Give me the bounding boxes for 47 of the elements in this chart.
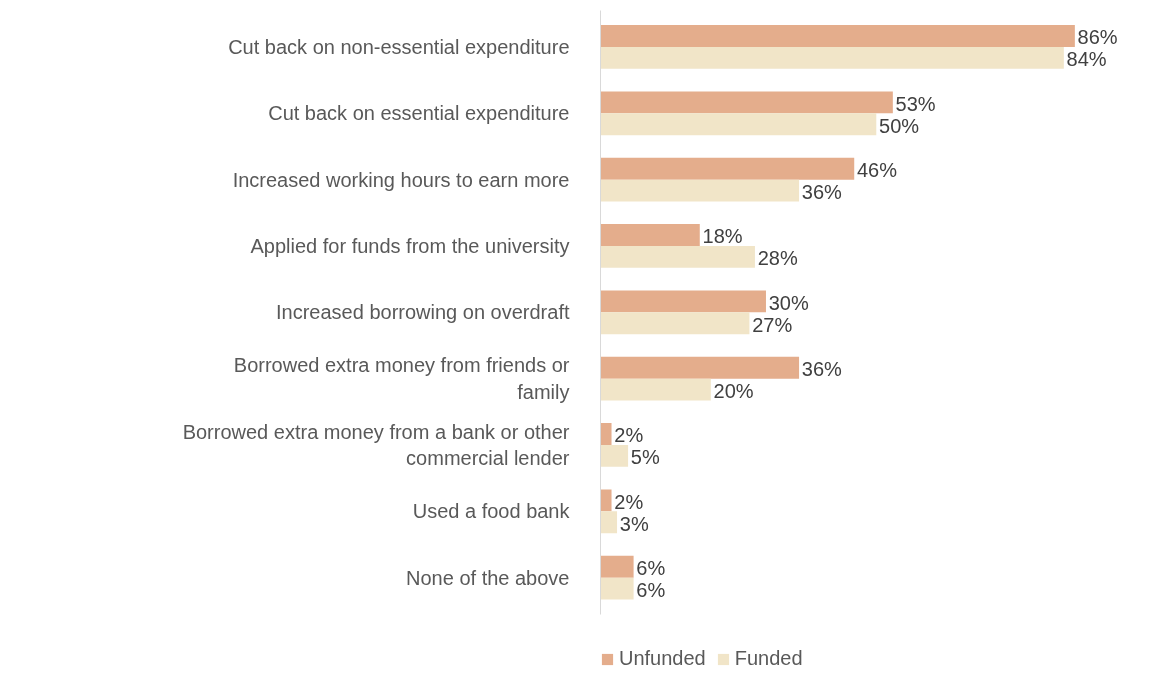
data-label: 50% xyxy=(879,114,920,137)
bar xyxy=(600,356,800,379)
data-label: 2% xyxy=(614,424,644,447)
bar xyxy=(600,91,893,114)
y-tick-label: Cut back on essential expenditure xyxy=(268,102,570,125)
legend-label: Unfunded xyxy=(619,647,706,670)
bar xyxy=(600,46,1064,69)
bar xyxy=(600,312,750,335)
data-label: 27% xyxy=(752,313,793,336)
bar xyxy=(600,290,766,313)
bar xyxy=(600,179,800,202)
y-tick-label: None of the above xyxy=(406,566,570,589)
bar xyxy=(600,113,877,136)
bar xyxy=(600,245,755,268)
data-label: 53% xyxy=(895,92,936,115)
y-tick-label: Borrowed extra money from friends or family xyxy=(233,354,570,403)
data-label: 28% xyxy=(757,247,798,270)
y-tick-label: Increased working hours to earn more xyxy=(232,168,570,191)
data-label: 6% xyxy=(636,578,666,601)
legend-label: Funded xyxy=(734,647,803,670)
data-label: 30% xyxy=(768,291,809,314)
data-label: 18% xyxy=(702,225,743,248)
y-tick-label: Applied for funds from the university xyxy=(250,234,570,257)
y-tick-label: Borrowed extra money from a bank or other commercial lender xyxy=(182,420,570,470)
bar xyxy=(600,157,855,180)
data-label: 84% xyxy=(1066,48,1107,71)
data-label: 86% xyxy=(1077,26,1118,49)
bar xyxy=(600,444,629,467)
data-label: 36% xyxy=(801,180,843,203)
data-label: 46% xyxy=(856,159,898,182)
data-label: 5% xyxy=(630,446,660,469)
bar xyxy=(600,224,700,246)
y-tick-label: Cut back on non-essential expenditure xyxy=(228,35,570,58)
data-label: 20% xyxy=(713,379,754,402)
bar xyxy=(600,378,711,401)
bar xyxy=(600,489,612,512)
bar xyxy=(600,25,1075,47)
bar xyxy=(600,555,634,578)
y-tick-label: Increased borrowing on overdraft xyxy=(276,301,570,324)
bar xyxy=(600,577,634,600)
data-label: 3% xyxy=(619,512,649,535)
data-label: 36% xyxy=(801,358,843,381)
y-tick-label: Used a food bank xyxy=(412,500,571,523)
data-label: 6% xyxy=(636,557,666,580)
data-label: 2% xyxy=(614,490,644,513)
bar xyxy=(600,511,618,534)
bar xyxy=(600,423,612,445)
